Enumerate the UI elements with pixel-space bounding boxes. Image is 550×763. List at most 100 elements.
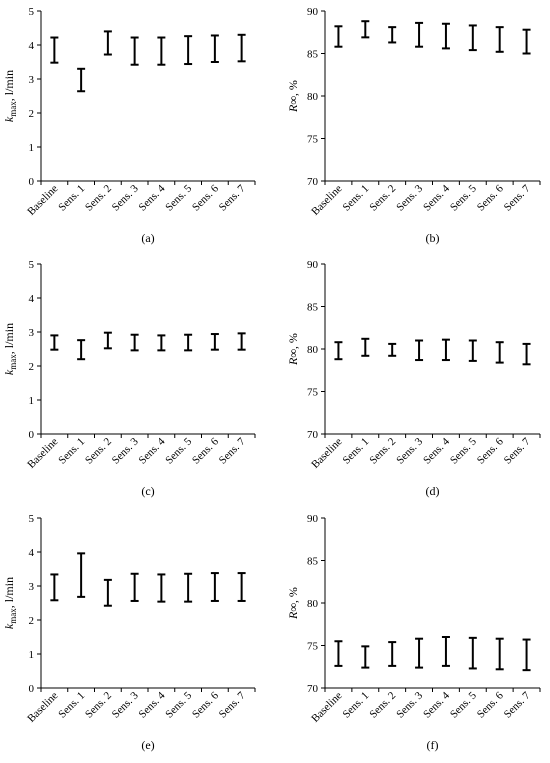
error-bar — [361, 645, 370, 669]
y-tick-label: 1 — [29, 649, 35, 661]
y-tick-label: 5 — [29, 259, 35, 271]
error-bar — [441, 636, 450, 667]
y-tick-label: 85 — [307, 49, 319, 61]
error-bar — [157, 334, 166, 352]
error-bar — [388, 342, 397, 357]
x-tick-label: Sens. 5 — [163, 182, 194, 213]
x-tick-label: Sens. 4 — [421, 435, 452, 466]
y-tick-label: 3 — [29, 327, 35, 339]
error-bar — [468, 24, 477, 52]
x-tick-label: Sens. 5 — [448, 435, 479, 466]
error-bar — [441, 338, 450, 362]
panel-label: (d) — [426, 484, 440, 498]
error-bar — [522, 342, 531, 366]
error-bar — [130, 572, 139, 602]
x-tick-label: Sens. 4 — [421, 689, 452, 720]
x-tick-label: Sens. 2 — [367, 690, 398, 721]
error-bar — [388, 641, 397, 667]
y-tick-label: 2 — [29, 615, 35, 627]
error-bar — [103, 331, 112, 350]
error-bar — [210, 572, 219, 602]
y-axis-label: R∞, % — [286, 333, 300, 366]
error-bar — [334, 341, 343, 361]
error-bar — [415, 21, 424, 48]
error-bar — [103, 30, 112, 56]
y-tick-label: 1 — [29, 142, 35, 154]
x-tick-label: Sens. 6 — [475, 689, 506, 720]
error-bar — [334, 25, 343, 48]
x-tick-label: Sens. 7 — [217, 182, 248, 213]
x-tick-label: Sens. 2 — [83, 436, 114, 467]
error-bar — [77, 552, 86, 598]
error-bar — [210, 34, 219, 63]
y-tick-label: 75 — [307, 134, 319, 146]
x-tick-label: Sens. 1 — [340, 183, 371, 214]
x-tick-label: Sens. 2 — [83, 183, 114, 214]
error-bar — [237, 33, 246, 63]
y-tick-label: 75 — [307, 387, 319, 399]
x-tick-label: Sens. 7 — [217, 689, 248, 720]
y-tick-label: 80 — [307, 344, 319, 356]
error-bar — [415, 637, 424, 669]
y-axis-label: kmax, l/min — [2, 323, 18, 375]
y-tick-label: 85 — [307, 556, 319, 568]
error-bar — [103, 578, 112, 607]
y-tick-label: 4 — [29, 293, 35, 305]
error-bar — [334, 640, 343, 667]
x-tick-label: Sens. 6 — [475, 435, 506, 466]
x-tick-label: Sens. 1 — [56, 436, 87, 467]
x-tick-label: Sens. 3 — [110, 182, 141, 213]
y-tick-label: 5 — [29, 513, 35, 525]
y-tick-label: 2 — [29, 361, 35, 373]
y-tick-label: 70 — [307, 683, 319, 695]
x-tick-label: Sens. 4 — [137, 182, 168, 213]
error-bar — [495, 26, 504, 53]
x-tick-label: Sens. 7 — [502, 182, 533, 213]
error-bar — [184, 35, 193, 66]
y-tick-label: 85 — [307, 302, 319, 314]
y-tick-label: 70 — [307, 429, 319, 441]
error-bar — [522, 28, 531, 55]
y-tick-label: 1 — [29, 395, 35, 407]
y-tick-label: 0 — [29, 176, 35, 188]
panel-label: (c) — [141, 484, 154, 498]
x-tick-label: Sens. 1 — [56, 690, 87, 721]
error-bar — [468, 636, 477, 670]
y-tick-label: 3 — [29, 74, 35, 86]
error-bar — [77, 67, 86, 93]
error-bar — [77, 339, 86, 361]
error-bar — [50, 573, 59, 602]
x-tick-label: Sens. 4 — [137, 435, 168, 466]
x-tick-label: Sens. 2 — [367, 183, 398, 214]
x-tick-label: Sens. 3 — [394, 435, 425, 466]
y-tick-label: 5 — [29, 6, 35, 18]
error-bar — [157, 573, 166, 603]
y-axis-label: kmax, l/min — [2, 577, 18, 629]
error-bar — [441, 22, 450, 50]
error-bar — [130, 36, 139, 66]
x-tick-label: Sens. 6 — [190, 435, 221, 466]
error-bar — [157, 36, 166, 66]
error-bar — [130, 333, 139, 352]
error-bar — [50, 36, 59, 64]
x-tick-label: Sens. 6 — [190, 689, 221, 720]
y-tick-label: 75 — [307, 641, 319, 653]
x-tick-label: Sens. 5 — [163, 689, 194, 720]
y-axis-label: kmax, l/min — [2, 70, 18, 122]
error-bar — [184, 572, 193, 603]
error-bar — [415, 339, 424, 362]
error-bar — [388, 26, 397, 44]
x-tick-label: Sens. 2 — [367, 436, 398, 467]
error-bar — [495, 341, 504, 364]
x-tick-label: Sens. 3 — [110, 689, 141, 720]
y-tick-label: 70 — [307, 176, 319, 188]
y-tick-label: 90 — [307, 259, 319, 271]
y-tick-label: 2 — [29, 108, 35, 120]
x-tick-label: Sens. 5 — [163, 435, 194, 466]
